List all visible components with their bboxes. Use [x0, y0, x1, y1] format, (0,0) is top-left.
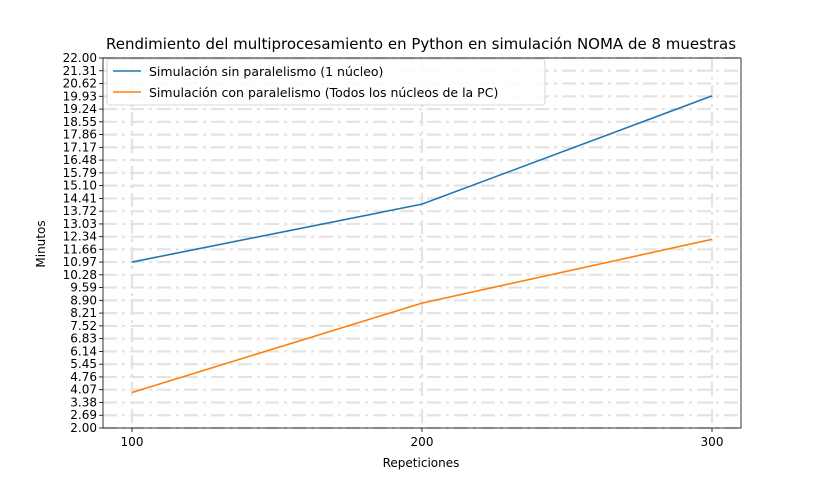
y-tick-label: 16.48: [63, 153, 97, 167]
series-line-1: [131, 95, 713, 263]
y-tick-label: 19.93: [63, 89, 97, 103]
y-tick-label: 19.24: [63, 102, 97, 116]
y-tick-label: 3.38: [70, 395, 97, 409]
series-lines: [131, 95, 713, 394]
chart-title: Rendimiento del multiprocesamiento en Py…: [106, 35, 736, 53]
y-tick-label: 10.28: [63, 268, 97, 282]
y-tick-label: 20.62: [63, 77, 97, 91]
y-tick-label: 4.76: [70, 370, 97, 384]
y-tick-label: 14.41: [63, 191, 97, 205]
x-tick-label: 100: [121, 435, 144, 449]
y-tick-label: 9.59: [70, 281, 97, 295]
y-tick-label: 11.66: [63, 242, 97, 256]
y-tick-label: 8.90: [70, 293, 97, 307]
legend-box: [106, 58, 546, 106]
y-tick-label: 4.07: [70, 383, 97, 397]
y-tick-label: 15.10: [63, 179, 97, 193]
y-tick-label: 15.79: [63, 166, 97, 180]
axes: 2.002.693.384.074.765.456.146.837.528.21…: [63, 51, 742, 449]
y-tick-label: 21.31: [63, 64, 97, 78]
plot-frame: [102, 57, 742, 429]
y-tick-label: 5.45: [70, 357, 97, 371]
y-tick-label: 13.72: [63, 204, 97, 218]
x-tick-label: 300: [701, 435, 724, 449]
y-tick-label: 6.83: [70, 332, 97, 346]
y-axis-label: Minutos: [34, 220, 48, 267]
y-tick-label: 8.21: [70, 306, 97, 320]
y-tick-label: 7.52: [70, 319, 97, 333]
y-tick-label: 17.86: [63, 128, 97, 142]
y-tick-label: 13.03: [63, 217, 97, 231]
y-tick-label: 2.00: [70, 421, 97, 435]
y-tick-label: 12.34: [63, 230, 97, 244]
y-tick-label: 6.14: [70, 344, 97, 358]
y-tick-label: 22.00: [63, 51, 97, 65]
x-tick-label: 200: [411, 435, 434, 449]
y-tick-label: 2.69: [70, 408, 97, 422]
series-line-2: [131, 238, 713, 394]
y-tick-label: 17.17: [63, 140, 97, 154]
y-tick-label: 18.55: [63, 115, 97, 129]
y-tick-label: 10.97: [63, 255, 97, 269]
legend: Simulación sin paralelismo (1 núcleo) Sim…: [106, 58, 546, 106]
x-axis-label: Repeticiones: [383, 456, 460, 470]
legend-label-1: Simulación sin paralelismo (1 núcleo): [149, 64, 383, 79]
legend-label-2: Simulación con paralelismo (Todos los nú…: [149, 85, 498, 100]
